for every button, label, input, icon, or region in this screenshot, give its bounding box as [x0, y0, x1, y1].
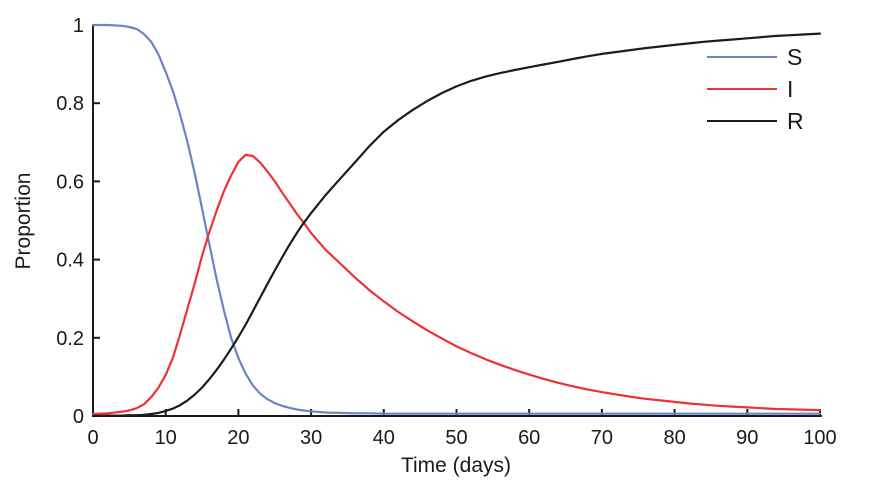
legend-line-I	[707, 88, 777, 90]
x-tick-label-60: 60	[518, 427, 540, 449]
y-tick-label-0: 0	[73, 406, 84, 428]
x-tick-label-100: 100	[803, 427, 836, 449]
legend-label-R: R	[787, 107, 804, 134]
y-tick-label-0.2: 0.2	[56, 328, 84, 350]
series-I-line	[91, 153, 822, 416]
legend-item-R: R	[707, 105, 804, 137]
legend-label-I: I	[787, 75, 794, 102]
x-tick-label-0: 0	[87, 427, 98, 449]
y-tick-label-1: 1	[73, 15, 84, 37]
legend-label-S: S	[787, 43, 803, 70]
y-axis-label: Proportion	[12, 172, 35, 270]
x-tick-label-50: 50	[445, 427, 467, 449]
x-tick-label-10: 10	[155, 427, 177, 449]
y-tick-label-0.6: 0.6	[56, 171, 84, 193]
series-S-line	[91, 23, 822, 415]
legend-line-S	[707, 56, 777, 58]
legend-item-I: I	[707, 73, 804, 105]
series-R-line	[91, 32, 822, 418]
x-axis-label: Time (days)	[400, 454, 512, 477]
y-tick-label-0.8: 0.8	[56, 93, 84, 115]
legend-line-R	[707, 120, 777, 122]
x-tick-label-40: 40	[373, 427, 395, 449]
x-tick-label-70: 70	[591, 427, 613, 449]
legend-item-S: S	[707, 41, 804, 73]
y-tick-label-0.4: 0.4	[56, 250, 84, 272]
x-tick-label-90: 90	[736, 427, 758, 449]
x-tick-label-80: 80	[663, 427, 685, 449]
x-tick-label-30: 30	[300, 427, 322, 449]
x-tick-label-20: 20	[227, 427, 249, 449]
